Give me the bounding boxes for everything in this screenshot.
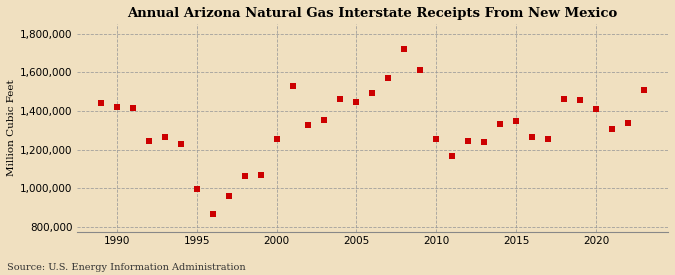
Point bbox=[111, 105, 122, 109]
Point bbox=[399, 47, 410, 51]
Point bbox=[303, 122, 314, 127]
Point bbox=[223, 194, 234, 198]
Point bbox=[255, 173, 266, 177]
Point bbox=[623, 120, 634, 125]
Point bbox=[463, 139, 474, 143]
Point bbox=[431, 137, 441, 141]
Point bbox=[143, 139, 154, 143]
Point bbox=[95, 101, 106, 105]
Point bbox=[526, 135, 537, 139]
Point bbox=[176, 142, 186, 146]
Point bbox=[239, 174, 250, 178]
Point bbox=[335, 97, 346, 101]
Point bbox=[479, 140, 489, 144]
Title: Annual Arizona Natural Gas Interstate Receipts From New Mexico: Annual Arizona Natural Gas Interstate Re… bbox=[128, 7, 618, 20]
Point bbox=[495, 121, 506, 126]
Point bbox=[271, 137, 282, 141]
Point bbox=[607, 127, 618, 131]
Point bbox=[159, 135, 170, 139]
Point bbox=[351, 100, 362, 104]
Y-axis label: Million Cubic Feet: Million Cubic Feet bbox=[7, 79, 16, 176]
Point bbox=[447, 154, 458, 159]
Point bbox=[207, 212, 218, 217]
Text: Source: U.S. Energy Information Administration: Source: U.S. Energy Information Administ… bbox=[7, 263, 246, 272]
Point bbox=[559, 97, 570, 101]
Point bbox=[128, 106, 138, 110]
Point bbox=[543, 137, 554, 141]
Point bbox=[319, 117, 330, 122]
Point bbox=[591, 107, 601, 111]
Point bbox=[415, 68, 426, 73]
Point bbox=[383, 76, 394, 80]
Point bbox=[367, 90, 378, 95]
Point bbox=[639, 87, 649, 92]
Point bbox=[191, 186, 202, 191]
Point bbox=[575, 98, 586, 103]
Point bbox=[511, 119, 522, 123]
Point bbox=[287, 84, 298, 88]
